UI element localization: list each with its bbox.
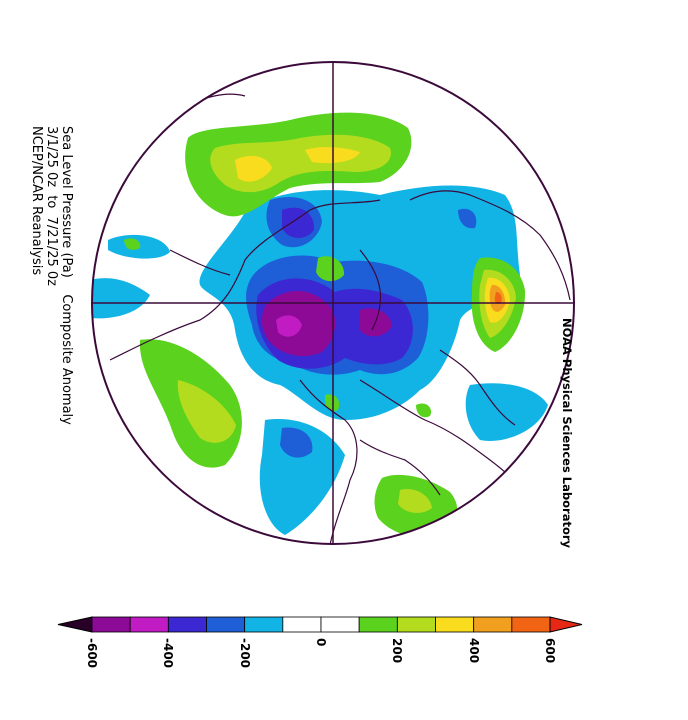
colorbar-swatch [358, 616, 398, 633]
anomaly-purple-regions [256, 207, 413, 369]
colorbar-swatch [473, 616, 513, 633]
colorbar-swatch [129, 616, 169, 633]
colorbar-tick-label: -400 [161, 638, 176, 669]
anomaly-field [92, 62, 574, 544]
title-line-2: 3/1/25 0z to 7/21/25 0z [44, 126, 59, 286]
colorbar-over-triangle [549, 616, 583, 633]
colorbar-swatch [511, 616, 551, 633]
colorbar-swatch [206, 616, 246, 633]
anomaly-yellow-regions [177, 134, 516, 513]
colorbar-swatch [435, 616, 475, 633]
colorbar-tick-label: 600 [543, 638, 557, 664]
colorbar-swatch [167, 616, 207, 633]
colorbar [57, 616, 583, 633]
title-line-1: Sea Level Pressure (Pa) Composite Anomal… [59, 126, 74, 425]
colorbar-tick-label: -200 [237, 638, 252, 669]
colorbar-swatch [244, 616, 284, 633]
chart-title: Sea Level Pressure (Pa) Composite Anomal… [29, 126, 74, 425]
colorbar-tick-label: -600 [85, 638, 99, 669]
colorbar-under-triangle [57, 616, 93, 633]
colorbar-swatch [396, 616, 436, 633]
colorbar-tick-label: 0 [314, 638, 328, 647]
colorbar-swatch [282, 616, 322, 633]
colorbar-swatch [91, 616, 131, 633]
colorbar-swatch [320, 616, 360, 633]
colorbar-tick-label: 400 [466, 638, 481, 664]
colorbar-tick-label: 200 [390, 638, 405, 664]
credit-text: NOAA Physical Sciences Laboratory [560, 318, 574, 549]
title-line-3: NCEP/NCAR Reanalysis [29, 126, 44, 276]
